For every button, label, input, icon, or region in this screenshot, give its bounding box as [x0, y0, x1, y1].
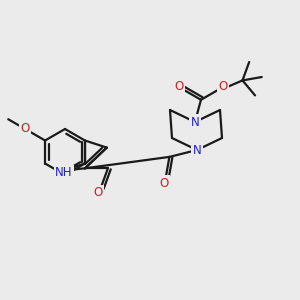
Text: O: O	[93, 186, 103, 199]
Text: O: O	[20, 122, 30, 136]
Text: O: O	[218, 80, 227, 93]
Text: O: O	[159, 177, 168, 190]
Text: N: N	[190, 116, 200, 128]
Text: NH: NH	[55, 166, 73, 179]
Text: O: O	[174, 80, 184, 93]
Text: N: N	[193, 143, 201, 157]
